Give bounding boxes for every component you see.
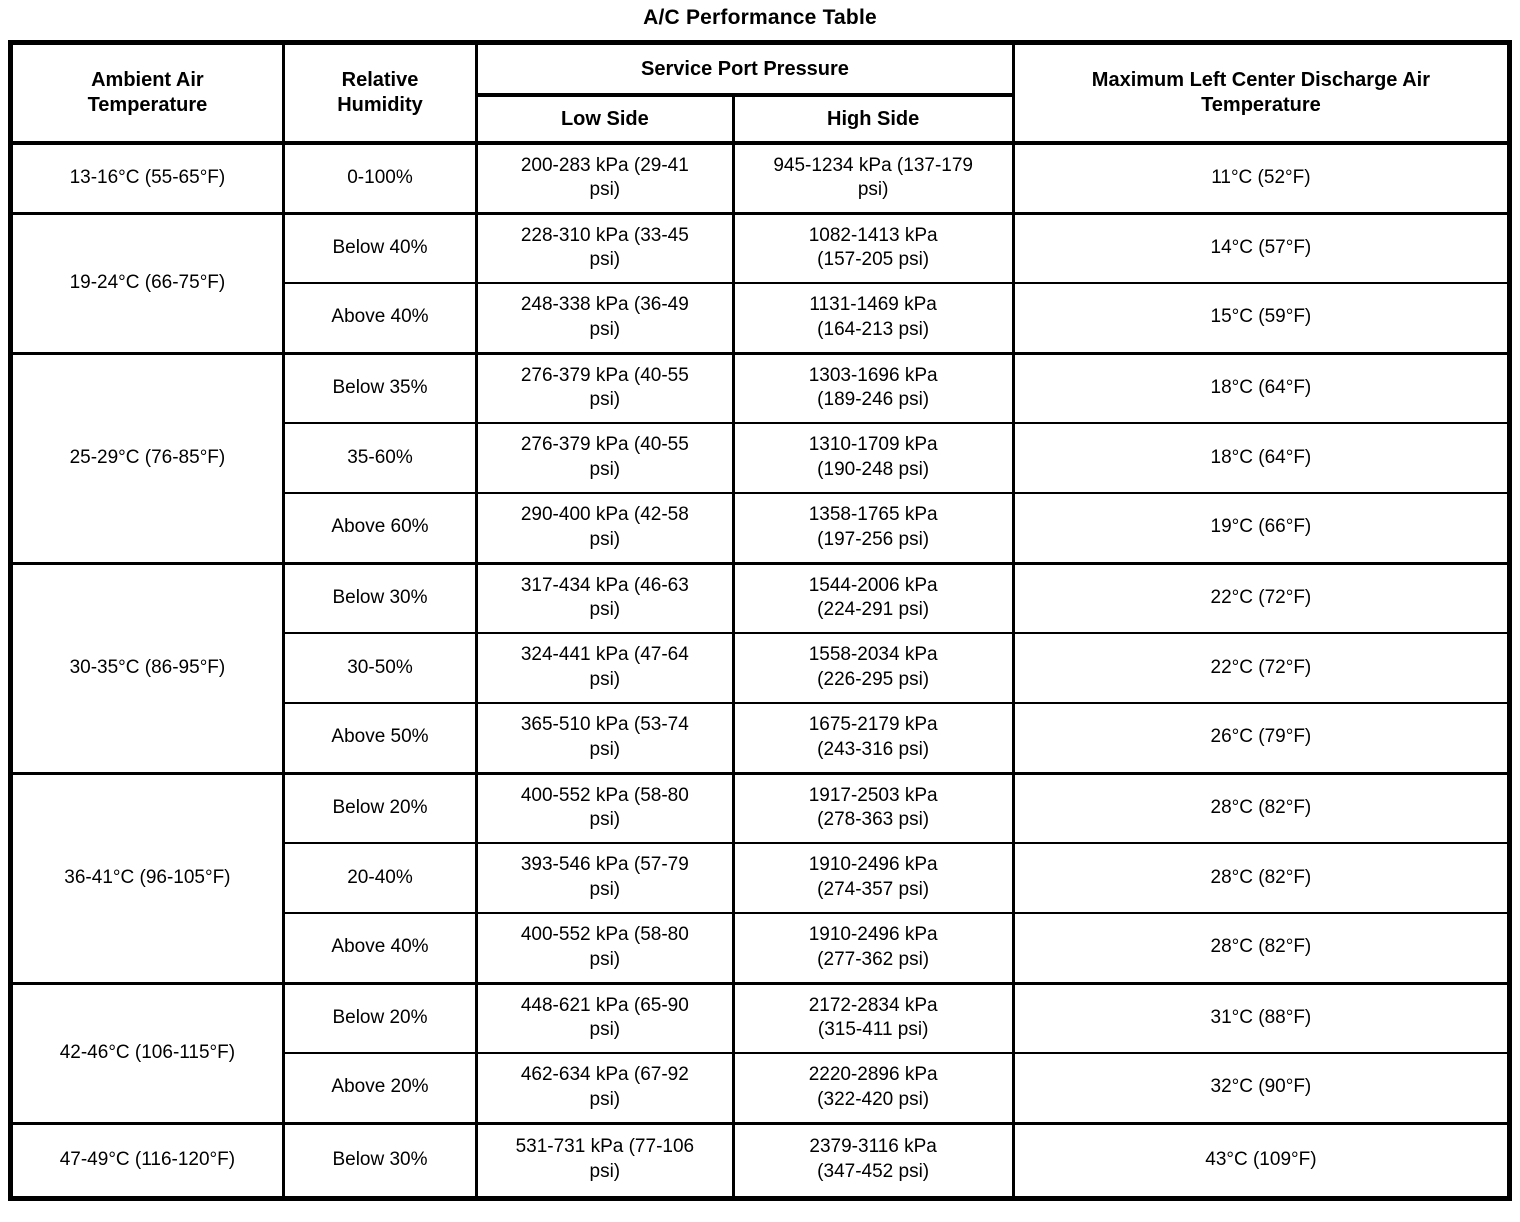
cell-discharge: 18°C (64°F) (1011, 351, 1512, 424)
header-relative-humidity: Relative Humidity (281, 41, 479, 145)
table-row: 13-16°C (55-65°F) 0-100% 200-283 kPa (29… (9, 141, 1512, 214)
cell-discharge: 19°C (66°F) (1011, 492, 1512, 564)
cell-discharge: 28°C (82°F) (1011, 771, 1512, 844)
cell-high-side: 2172-2834 kPa (315-411 psi) (731, 981, 1015, 1054)
cell-high-side: 1910-2496 kPa (274-357 psi) (731, 842, 1015, 914)
cell-humidity: 35-60% (281, 422, 479, 494)
cell-humidity: 0-100% (281, 141, 479, 214)
cell-humidity: Above 60% (281, 492, 479, 564)
table-row: 35-60% 276-379 kPa (40-55 psi) 1310-1709… (11, 422, 1512, 494)
cell-discharge: 32°C (90°F) (1011, 1052, 1512, 1124)
cell-high-side: 945-1234 kPa (137-179 psi) (731, 141, 1015, 214)
table-row: Above 40% 248-338 kPa (36-49 psi) 1131-1… (11, 282, 1512, 354)
cell-high-side: 1310-1709 kPa (190-248 psi) (731, 422, 1015, 494)
cell-low-side: 324-441 kPa (47-64 psi) (475, 632, 735, 704)
table-row: Above 60% 290-400 kPa (42-58 psi) 1358-1… (11, 492, 1512, 564)
cell-discharge: 22°C (72°F) (1011, 561, 1512, 634)
cell-high-side: 2220-2896 kPa (322-420 psi) (731, 1052, 1015, 1124)
cell-ambient-group: 19-24°C (66-75°F) (9, 211, 285, 354)
cell-humidity: Above 20% (281, 1052, 479, 1124)
cell-low-side: 393-546 kPa (57-79 psi) (475, 842, 735, 914)
cell-low-side: 228-310 kPa (33-45 psi) (475, 211, 735, 284)
cell-humidity: Below 30% (281, 561, 479, 634)
header-low-side: Low Side (475, 94, 735, 145)
cell-discharge: 18°C (64°F) (1011, 422, 1512, 494)
cell-high-side: 1303-1696 kPa (189-246 psi) (731, 351, 1015, 424)
cell-low-side: 400-552 kPa (58-80 psi) (475, 912, 735, 984)
cell-low-side: 448-621 kPa (65-90 psi) (475, 981, 735, 1054)
header-ambient-air-temperature: Ambient Air Temperature (9, 41, 285, 145)
cell-humidity: 20-40% (281, 842, 479, 914)
cell-low-side: 290-400 kPa (42-58 psi) (475, 492, 735, 564)
table-row: Above 40% 400-552 kPa (58-80 psi) 1910-2… (11, 912, 1512, 984)
cell-ambient-group: 42-46°C (106-115°F) (9, 981, 285, 1124)
page-title: A/C Performance Table (643, 6, 877, 29)
cell-discharge: 28°C (82°F) (1011, 912, 1512, 984)
cell-high-side: 2379-3116 kPa (347-452 psi) (731, 1121, 1015, 1199)
table-row: 36-41°C (96-105°F) Below 20% 400-552 kPa… (9, 771, 1512, 984)
cell-ambient-group: 25-29°C (76-85°F) (9, 351, 285, 564)
table-row: 30-50% 324-441 kPa (47-64 psi) 1558-2034… (11, 632, 1512, 704)
cell-low-side: 248-338 kPa (36-49 psi) (475, 282, 735, 354)
cell-low-side: 462-634 kPa (67-92 psi) (475, 1052, 735, 1124)
header-high-side: High Side (731, 94, 1015, 145)
cell-humidity: Below 40% (281, 211, 479, 284)
manual-page: A/C Performance Table Ambient Air Temper… (0, 6, 1520, 1201)
cell-low-side: 531-731 kPa (77-106 psi) (475, 1121, 735, 1199)
cell-humidity: Above 50% (281, 702, 479, 774)
cell-high-side: 1917-2503 kPa (278-363 psi) (731, 771, 1015, 844)
header-max-discharge-temperature: Maximum Left Center Discharge Air Temper… (1011, 41, 1512, 145)
header-service-port-pressure: Service Port Pressure (475, 41, 1015, 97)
cell-low-side: 276-379 kPa (40-55 psi) (475, 351, 735, 424)
cell-low-side: 200-283 kPa (29-41 psi) (475, 141, 735, 214)
cell-high-side: 1131-1469 kPa (164-213 psi) (731, 282, 1015, 354)
cell-high-side: 1558-2034 kPa (226-295 psi) (731, 632, 1015, 704)
table-row: Above 20% 462-634 kPa (67-92 psi) 2220-2… (11, 1052, 1512, 1124)
cell-discharge: 28°C (82°F) (1011, 842, 1512, 914)
cell-humidity: Below 30% (281, 1121, 479, 1199)
cell-humidity: Above 40% (281, 912, 479, 984)
cell-discharge: 43°C (109°F) (1011, 1121, 1512, 1199)
table-row: 47-49°C (116-120°F) Below 30% 531-731 kP… (9, 1121, 1512, 1199)
cell-discharge: 15°C (59°F) (1011, 282, 1512, 354)
table-row: 19-24°C (66-75°F) Below 40% 228-310 kPa … (9, 211, 1512, 354)
cell-high-side: 1544-2006 kPa (224-291 psi) (731, 561, 1015, 634)
cell-ambient-group: 47-49°C (116-120°F) (9, 1121, 285, 1199)
cell-high-side: 1675-2179 kPa (243-316 psi) (731, 702, 1015, 774)
cell-humidity: 30-50% (281, 632, 479, 704)
table-row: 20-40% 393-546 kPa (57-79 psi) 1910-2496… (11, 842, 1512, 914)
table-row: 25-29°C (76-85°F) Below 35% 276-379 kPa … (9, 351, 1512, 564)
cell-discharge: 31°C (88°F) (1011, 981, 1512, 1054)
table-row: 42-46°C (106-115°F) Below 20% 448-621 kP… (9, 981, 1512, 1124)
cell-low-side: 365-510 kPa (53-74 psi) (475, 702, 735, 774)
cell-ambient-group: 13-16°C (55-65°F) (9, 141, 285, 214)
cell-low-side: 400-552 kPa (58-80 psi) (475, 771, 735, 844)
cell-humidity: Above 40% (281, 282, 479, 354)
cell-discharge: 22°C (72°F) (1011, 632, 1512, 704)
cell-humidity: Below 20% (281, 771, 479, 844)
cell-high-side: 1358-1765 kPa (197-256 psi) (731, 492, 1015, 564)
table-header: Ambient Air Temperature Relative Humidit… (9, 41, 1512, 145)
cell-discharge: 14°C (57°F) (1011, 211, 1512, 284)
cell-ambient-group: 30-35°C (86-95°F) (9, 561, 285, 774)
cell-humidity: Below 20% (281, 981, 479, 1054)
cell-high-side: 1910-2496 kPa (277-362 psi) (731, 912, 1015, 984)
cell-humidity: Below 35% (281, 351, 479, 424)
table-row: Above 50% 365-510 kPa (53-74 psi) 1675-2… (11, 702, 1512, 774)
cell-high-side: 1082-1413 kPa (157-205 psi) (731, 211, 1015, 284)
cell-ambient-group: 36-41°C (96-105°F) (9, 771, 285, 984)
table-row: 30-35°C (86-95°F) Below 30% 317-434 kPa … (9, 561, 1512, 774)
cell-discharge: 26°C (79°F) (1011, 702, 1512, 774)
cell-low-side: 276-379 kPa (40-55 psi) (475, 422, 735, 494)
cell-discharge: 11°C (52°F) (1011, 141, 1512, 214)
cell-low-side: 317-434 kPa (46-63 psi) (475, 561, 735, 634)
table-body: 13-16°C (55-65°F) 0-100% 200-283 kPa (29… (9, 141, 1512, 1199)
ac-performance-table: Ambient Air Temperature Relative Humidit… (8, 40, 1512, 1201)
